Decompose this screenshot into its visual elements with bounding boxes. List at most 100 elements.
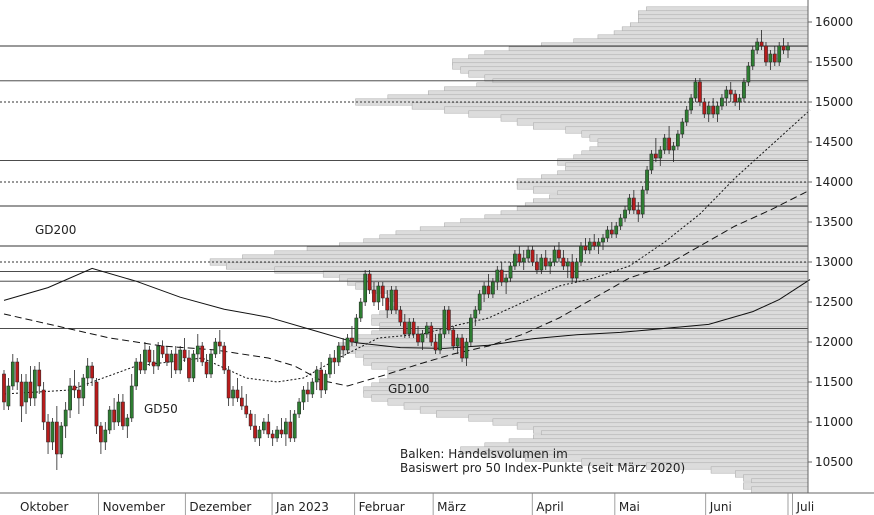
candle-body [596,241,601,247]
candle-body [301,389,306,403]
candle-body [482,285,486,295]
candle-body [314,369,319,383]
candle-body [715,105,720,115]
candle-body [380,285,385,299]
candle-body [420,333,425,343]
candle-body [755,41,760,51]
candle-body [640,189,645,215]
candle-body [706,105,711,115]
candle-body [372,289,376,303]
candle-body [416,333,420,343]
candle-body [55,421,59,455]
candle-body [684,109,689,123]
candle-body [72,385,77,391]
candle-body [605,229,610,239]
y-tick-label: 12000 [815,335,853,349]
candle-body [720,97,724,107]
candle-body [764,45,768,63]
candle-body [394,289,398,311]
candle-body [15,361,20,383]
candle-body [94,381,99,427]
candle-body [737,97,742,103]
month-label: April [536,500,563,514]
candle-body [77,389,81,399]
candle-body [742,81,746,99]
candle-body [125,417,130,427]
y-tick-label: 12500 [815,295,853,309]
candle-body [173,353,178,371]
candle-body [491,281,495,295]
candle-body [262,421,266,431]
y-tick-label: 14000 [815,175,853,189]
candle-body [50,421,55,443]
candle-body [253,425,257,439]
candle-body [548,261,553,267]
candle-body [200,345,205,363]
candle-body [6,385,11,407]
candle-body [244,405,249,415]
candle-body [41,389,46,423]
month-label: Dezember [189,500,251,514]
candle-body [169,353,174,363]
candle-body [411,321,416,335]
candle-body [407,321,412,335]
candle-body [614,225,619,235]
candle-body [587,241,592,251]
candle-body [103,429,108,443]
candle-body [557,249,561,259]
candle-body [592,241,597,247]
y-tick-label: 14500 [815,135,853,149]
candle-body [85,365,90,379]
candle-body [579,245,583,263]
candle-body [636,209,641,215]
candle-body [134,361,138,387]
candle-body [332,357,337,363]
candle-body [129,385,134,419]
candle-body [279,429,284,435]
candle-body [231,389,235,399]
candle-body [37,369,42,387]
candle-body [46,421,50,443]
candle-body [10,361,15,387]
gd200-label: GD200 [35,223,76,237]
volume-note-line2: Basiswert pro 50 Index-Punkte (seit März… [400,461,685,475]
candle-body [535,261,539,271]
candle-body [367,273,372,291]
candle-body [204,361,209,375]
volume-note-line1: Balken: Handelsvolumen im [400,447,568,461]
candle-body [19,381,24,407]
month-label: Jan 2023 [275,500,329,514]
candle-body [385,297,390,311]
y-tick-label: 13000 [815,255,853,269]
y-tick-label: 15500 [815,55,853,69]
candle-body [750,49,755,67]
candle-body [645,169,649,191]
volume-profile [209,6,809,494]
month-label: Februar [359,500,405,514]
candle-body [438,333,442,351]
candle-body [160,345,165,355]
candle-body [627,197,632,211]
candle-body [526,249,530,259]
candle-body [768,53,773,63]
candle-body [147,349,152,363]
volume-bar [751,486,809,494]
candle-body [195,345,200,355]
candle-body [319,369,323,391]
candle-body [156,345,161,367]
candle-body [469,317,473,343]
candle-body [257,429,262,439]
candle-body [662,137,667,151]
candle-body [297,401,301,415]
candle-body [99,425,103,443]
candle-body [239,397,244,407]
candle-body [429,325,434,343]
candle-body [759,41,764,47]
candle-body [733,93,737,103]
candle-body [508,265,513,279]
candle-body [358,301,363,319]
candle-body [178,349,183,371]
y-tick-label: 10500 [815,455,853,469]
candle-body [530,249,535,263]
